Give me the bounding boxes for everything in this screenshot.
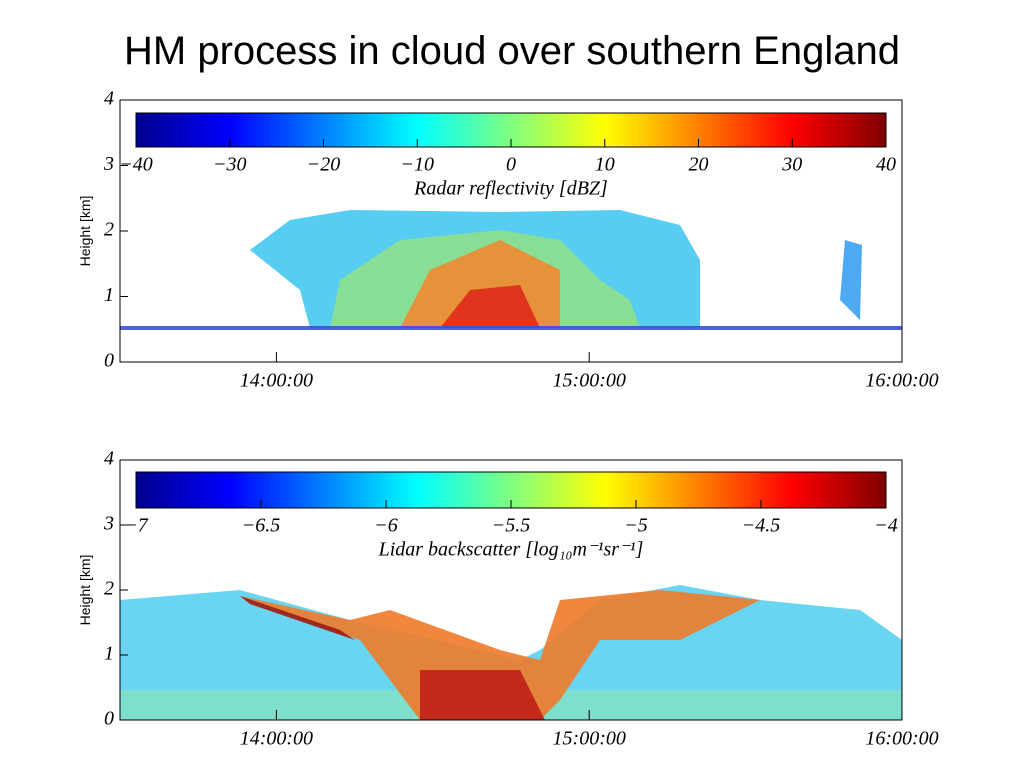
field-shape — [240, 590, 760, 720]
colorbar-tick-label: −10 — [401, 154, 435, 176]
field-shape — [440, 285, 540, 328]
colorbar-tick-label: −40 — [119, 154, 153, 176]
x-tick-label: 15:00:00 — [553, 370, 626, 392]
y-tick-label: 0 — [104, 708, 114, 730]
y-tick-label: 3 — [103, 513, 114, 535]
x-tick-label: 16:00:00 — [865, 728, 938, 750]
colorbar-tick-label: −30 — [213, 154, 247, 176]
colorbar-tick-label: −6 — [374, 515, 398, 537]
field-shape — [420, 670, 545, 720]
y-axis-label: Height [km] — [77, 196, 93, 267]
colorbar-tick-label: −7 — [124, 515, 148, 537]
y-tick-label: 0 — [104, 350, 114, 372]
x-tick-label: 15:00:00 — [553, 728, 626, 750]
colorbar-tick-label: 40 — [876, 154, 896, 176]
y-tick-label: 1 — [104, 643, 114, 665]
y-tick-label: 2 — [104, 219, 114, 241]
colorbar-label: Lidar backscatter [log₁₀m⁻¹sr⁻¹] — [378, 539, 644, 561]
field-shape — [120, 326, 902, 330]
x-tick-label: 16:00:00 — [865, 370, 938, 392]
x-tick-label: 14:00:00 — [240, 728, 313, 750]
colorbar-label: Radar reflectivity [dBZ] — [413, 178, 608, 200]
y-tick-label: 3 — [103, 153, 114, 175]
y-tick-label: 1 — [104, 284, 114, 306]
colorbar-tick-label: −4.5 — [742, 515, 781, 537]
colorbar-tick-label: −20 — [307, 154, 341, 176]
colorbar-tick-label: −5.5 — [492, 515, 531, 537]
colorbar-tick-label: 10 — [595, 154, 615, 176]
x-tick-label: 14:00:00 — [240, 370, 313, 392]
colorbar-tick-label: −5 — [624, 515, 648, 537]
colorbar-tick-label: −4 — [874, 515, 898, 537]
field-shape — [240, 596, 355, 640]
y-axis-label: Height [km] — [77, 555, 93, 626]
colorbar-tick-label: −6.5 — [242, 515, 281, 537]
y-tick-label: 4 — [104, 448, 114, 470]
colorbar-tick-label: 30 — [781, 154, 802, 176]
y-tick-label: 4 — [104, 88, 114, 110]
y-tick-label: 2 — [104, 578, 114, 600]
field-shape — [840, 240, 862, 320]
colorbar-tick-label: 0 — [506, 154, 516, 176]
slide-title: HM process in cloud over southern Englan… — [124, 29, 900, 73]
colorbar-tick-label: 20 — [689, 154, 709, 176]
